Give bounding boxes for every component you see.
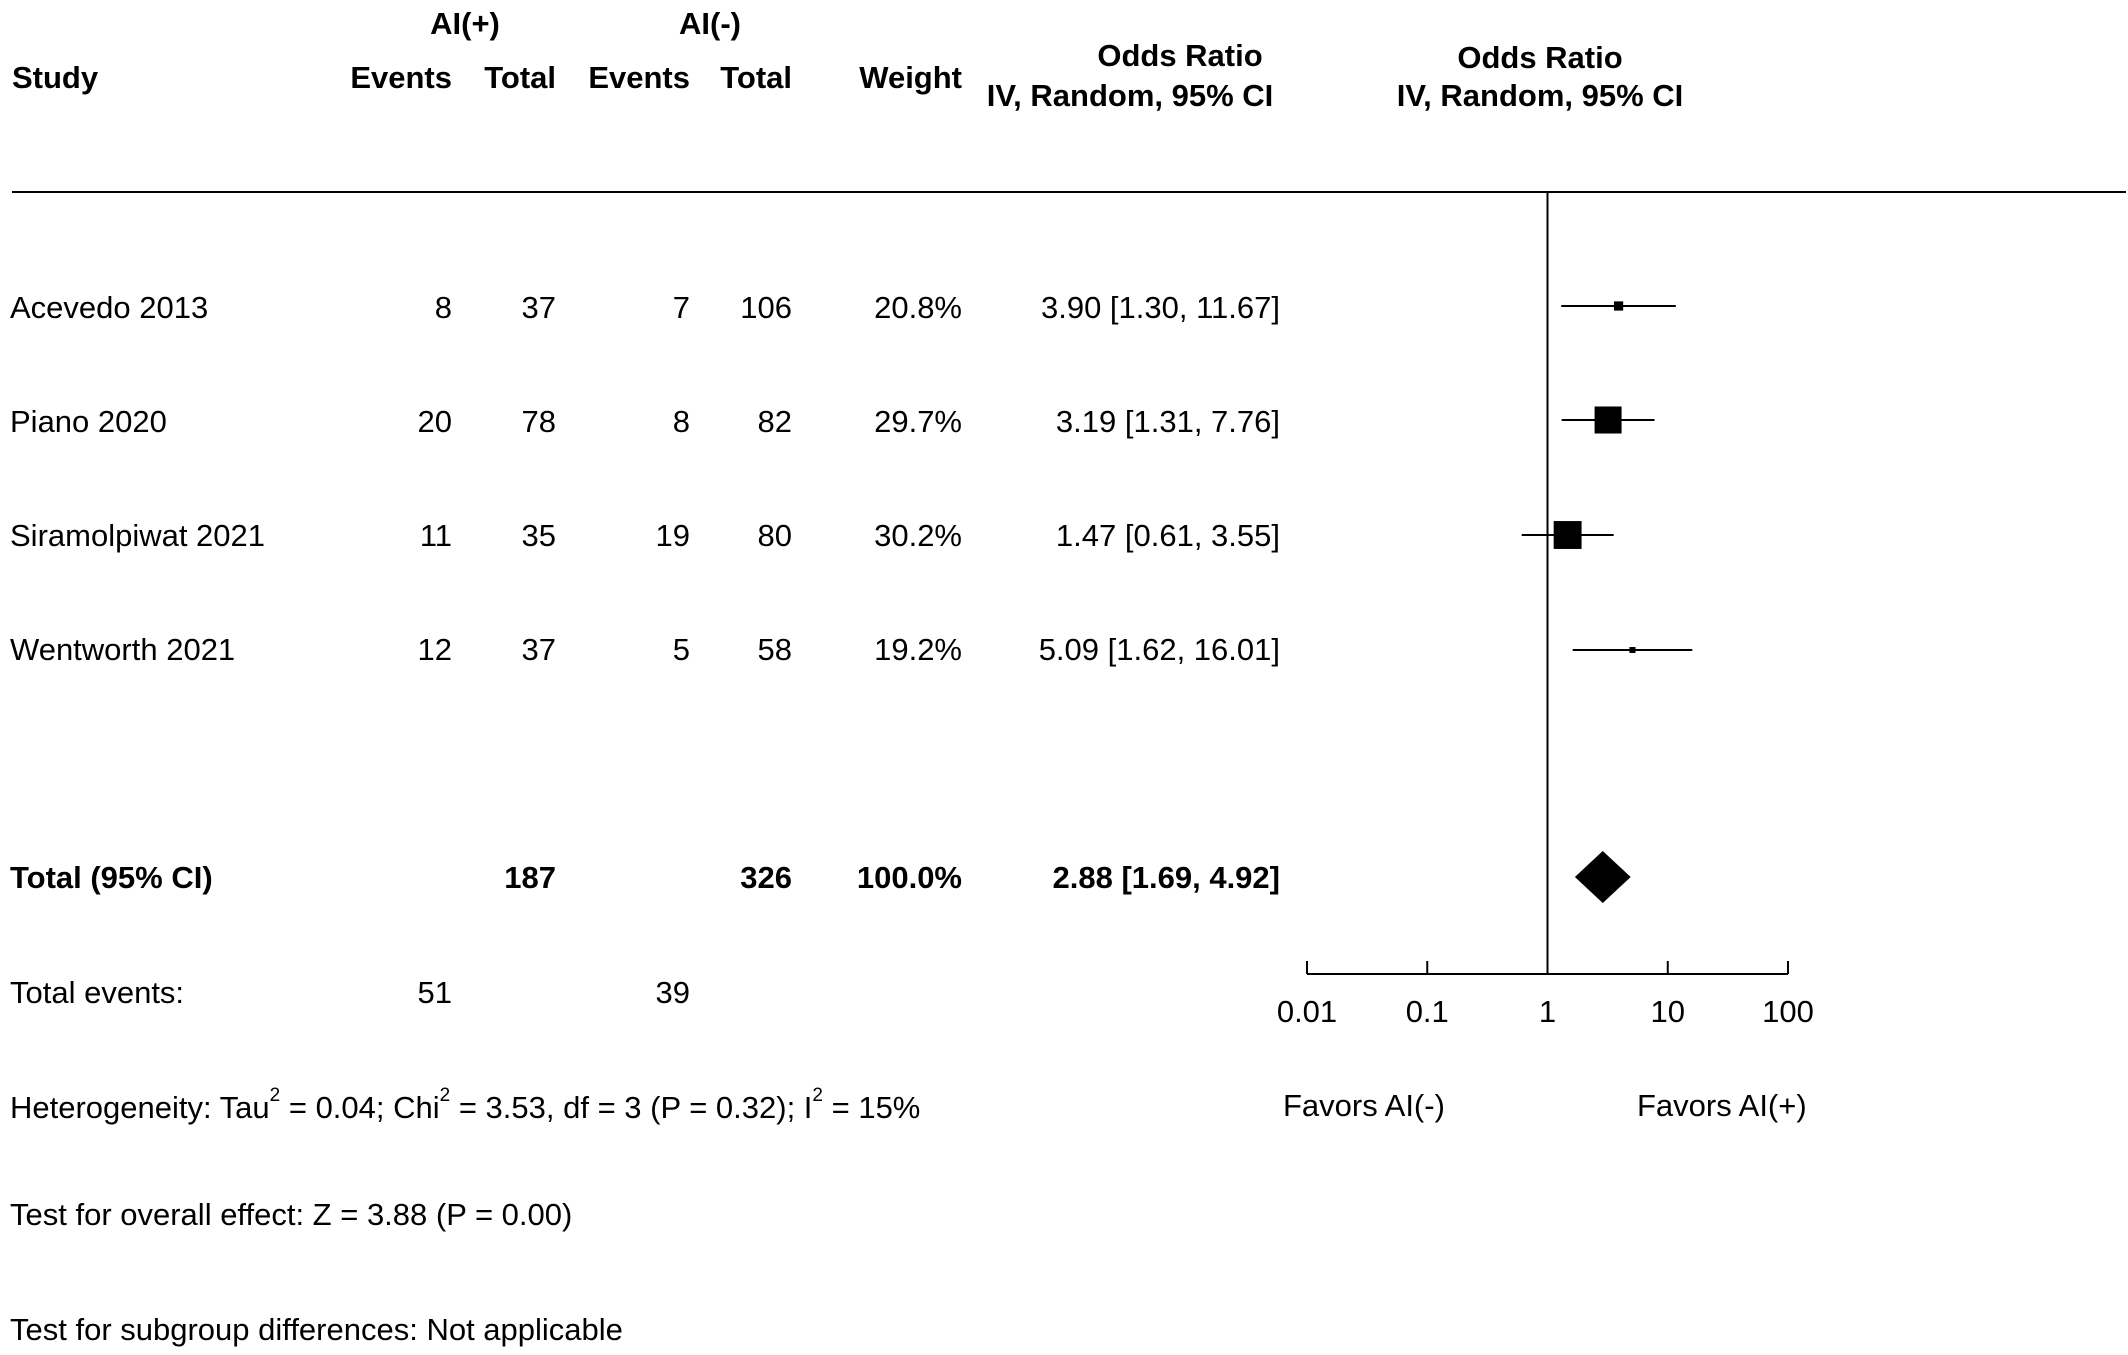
- plot-header-sub: IV, Random, 95% CI: [1396, 78, 1684, 113]
- study-header: Study: [12, 60, 99, 95]
- study-point: [1594, 406, 1622, 434]
- weight-cell: 20.8%: [874, 290, 962, 325]
- study-name: Wentworth 2021: [10, 632, 236, 667]
- ci-cell: 5.09 [1.62, 16.01]: [1038, 632, 1280, 667]
- total-label: Total (95% CI): [10, 860, 213, 895]
- pooled-diamond: [1574, 851, 1631, 903]
- or-header: Odds Ratio: [1097, 38, 1263, 73]
- events1-header: Events: [350, 60, 452, 95]
- total2-cell: 106: [740, 290, 792, 325]
- x-tick-label: 0.1: [1405, 994, 1449, 1029]
- plot-header: Odds Ratio: [1457, 40, 1623, 75]
- study-name: Siramolpiwat 2021: [10, 518, 266, 553]
- x-tick-label: 10: [1650, 994, 1685, 1029]
- weight-header: Weight: [859, 60, 962, 95]
- study-point: [1613, 301, 1624, 311]
- study-point: [1629, 647, 1636, 653]
- total1-cell: 35: [521, 518, 556, 553]
- events1-cell: 11: [419, 518, 452, 553]
- study-name: Acevedo 2013: [10, 290, 209, 325]
- total-weight: 100.0%: [856, 860, 962, 895]
- events1-cell: 12: [417, 632, 452, 667]
- study-point: [1553, 521, 1582, 549]
- total1-cell: 37: [521, 632, 556, 667]
- total2-cell: 80: [757, 518, 792, 553]
- total2-cell: 58: [757, 632, 792, 667]
- total-events-e1: 51: [417, 975, 452, 1010]
- ci-cell: 3.90 [1.30, 11.67]: [1040, 290, 1280, 325]
- events2-cell: 7: [672, 290, 690, 325]
- events2-cell: 5: [672, 632, 690, 667]
- x-tick-label: 100: [1762, 994, 1814, 1029]
- ci-cell: 1.47 [0.61, 3.55]: [1055, 518, 1280, 553]
- total-t1: 187: [504, 860, 556, 895]
- group1-header: AI(+): [430, 6, 500, 41]
- events1-cell: 8: [434, 290, 452, 325]
- events2-header: Events: [588, 60, 690, 95]
- total1-cell: 78: [521, 404, 556, 439]
- heterogeneity-text: Heterogeneity: Tau2 = 0.04; Chi2 = 3.53,…: [10, 1085, 921, 1126]
- total-events-e2: 39: [655, 975, 690, 1010]
- weight-cell: 19.2%: [874, 632, 962, 667]
- total-ci: 2.88 [1.69, 4.92]: [1052, 860, 1281, 895]
- group2-header: AI(-): [679, 6, 741, 41]
- overall-effect-text: Test for overall effect: Z = 3.88 (P = 0…: [10, 1197, 573, 1232]
- total2-cell: 82: [757, 404, 792, 439]
- total-t2: 326: [740, 860, 792, 895]
- favors-left-label: Favors AI(-): [1283, 1088, 1445, 1123]
- x-tick-label: 0.01: [1276, 994, 1338, 1029]
- events2-cell: 19: [655, 518, 690, 553]
- total2-header: Total: [720, 60, 792, 95]
- weight-cell: 29.7%: [874, 404, 962, 439]
- total-events-label: Total events:: [10, 975, 185, 1010]
- x-tick-label: 1: [1538, 994, 1557, 1029]
- total1-header: Total: [484, 60, 556, 95]
- study-name: Piano 2020: [10, 404, 167, 439]
- favors-right-label: Favors AI(+): [1637, 1088, 1807, 1123]
- or-header-sub: IV, Random, 95% CI: [986, 78, 1274, 113]
- total1-cell: 37: [521, 290, 556, 325]
- weight-cell: 30.2%: [874, 518, 962, 553]
- events1-cell: 20: [417, 404, 452, 439]
- ci-cell: 3.19 [1.31, 7.76]: [1055, 404, 1280, 439]
- events2-cell: 8: [672, 404, 690, 439]
- subgroup-text: Test for subgroup differences: Not appli…: [10, 1312, 623, 1347]
